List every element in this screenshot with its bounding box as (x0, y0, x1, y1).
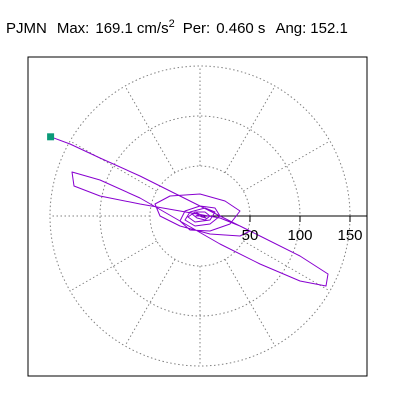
motion-trace-0 (50, 136, 329, 287)
chart-title: PJMN Max: 169.1 cm/s2 Per: 0.460 s Ang: 152.1 (6, 18, 348, 37)
polar-spoke-240 (124, 259, 176, 347)
polar-spoke-60 (224, 85, 276, 173)
axes (200, 215, 367, 222)
polar-spoke-30 (243, 140, 331, 192)
polar-spoke-330 (243, 240, 331, 292)
x-tick-label-50: 50 (242, 227, 259, 244)
tick-labels: 50 100 150 (242, 227, 363, 244)
polar-spoke-210 (69, 240, 157, 292)
polar-spoke-150 (69, 140, 157, 192)
start-marker (47, 133, 55, 141)
polar-spoke-120 (124, 85, 176, 173)
marker-layer (47, 133, 55, 141)
x-tick-label-150: 150 (337, 227, 362, 244)
trace-layer (50, 136, 329, 287)
polar-spoke-300 (224, 259, 276, 347)
x-tick-label-100: 100 (287, 227, 312, 244)
